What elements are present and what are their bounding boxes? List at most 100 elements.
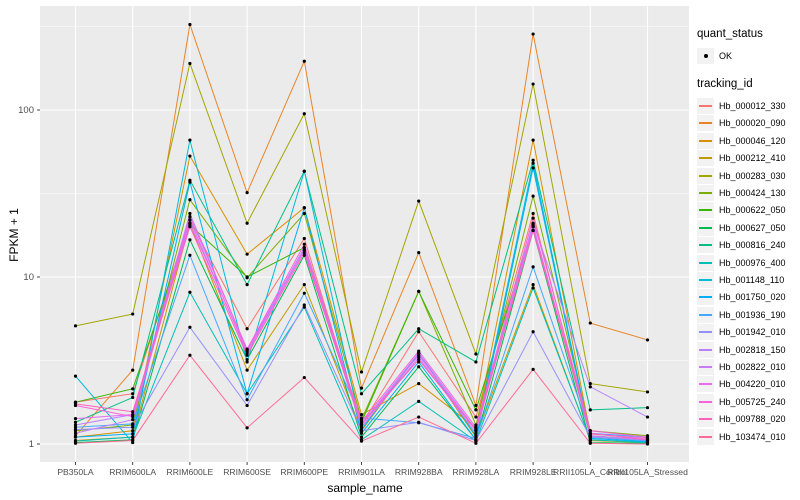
data-point: [359, 370, 364, 374]
data-point: [645, 390, 650, 394]
x-tick-label: RRIM600PE: [280, 467, 328, 477]
data-point: [245, 327, 249, 331]
data-point: [417, 365, 421, 369]
data-point: [73, 431, 78, 435]
data-point: [531, 158, 535, 162]
legend-key-box: [697, 47, 714, 64]
legend-item-label: Hb_002818_150: [719, 344, 786, 355]
data-point: [302, 375, 306, 380]
data-point: [588, 321, 592, 325]
data-point: [245, 275, 249, 279]
data-point: [359, 416, 364, 420]
legend-key-box: [697, 237, 714, 254]
x-tick-label: RRIM928BA: [395, 467, 443, 477]
data-point: [188, 198, 192, 202]
legend-item-Hb_000424_130: Hb_000424_130: [697, 184, 797, 202]
legend-key-box: [697, 376, 714, 393]
legend-tracking-id-items: Hb_000012_330 Hb_000020_090 Hb_000046_120 H…: [697, 97, 797, 445]
data-point: [245, 191, 249, 195]
data-point: [245, 360, 249, 364]
data-point: [188, 180, 192, 184]
legend-line-swatch: [699, 244, 712, 247]
y-axis-title: FPKM + 1: [7, 208, 21, 262]
data-point: [245, 392, 249, 396]
data-point: [188, 154, 192, 158]
legend-key-box: [697, 271, 714, 288]
data-point: [73, 423, 78, 427]
x-axis-title: sample_name: [327, 481, 403, 495]
data-point: [73, 402, 78, 406]
data-point: [131, 395, 135, 400]
legend-key-box: [697, 115, 714, 132]
legend-line-swatch: [699, 278, 712, 281]
data-point: [245, 353, 249, 357]
x-tick-label: RRIM600LE: [166, 467, 213, 477]
legend-line-swatch: [699, 105, 712, 108]
legend-key-box: [697, 306, 714, 323]
data-point: [245, 358, 249, 362]
data-point: [73, 324, 78, 328]
data-point: [645, 435, 650, 439]
data-point: [531, 330, 535, 334]
data-point: [188, 214, 192, 219]
legend: quant_status OK tracking_id Hb_000012_33…: [697, 28, 797, 445]
legend-item-Hb_004220_010: Hb_004220_010: [697, 376, 797, 393]
data-point: [131, 425, 135, 429]
y-tick-label: 1: [29, 439, 34, 450]
data-point: [188, 218, 192, 222]
data-point: [73, 425, 78, 429]
legend-item-Hb_009788_020: Hb_009788_020: [697, 410, 797, 428]
data-point: [302, 169, 306, 173]
data-point: [359, 386, 364, 390]
legend-line-swatch: [699, 418, 712, 421]
data-point: [359, 439, 364, 443]
data-point: [531, 367, 535, 371]
data-point: [131, 392, 135, 396]
data-point: [245, 368, 249, 372]
legend-item-label: Hb_000816_240: [719, 240, 786, 251]
data-point: [531, 138, 535, 142]
data-point: [302, 211, 306, 216]
x-tick-label: RRIM928LA: [452, 467, 499, 477]
data-point: [474, 415, 478, 419]
legend-title-quant-status: quant_status: [697, 28, 763, 40]
legend-key-box: [697, 393, 714, 410]
data-point: [73, 374, 78, 378]
data-point: [131, 435, 135, 439]
legend-item-Hb_000627_050: Hb_000627_050: [697, 219, 797, 236]
data-point: [188, 138, 192, 142]
data-point: [417, 330, 421, 334]
data-point: [188, 211, 192, 216]
legend-key-box: [697, 202, 714, 219]
x-tick-label: RRIM600SE: [223, 467, 271, 477]
data-point: [531, 265, 535, 269]
data-point: [531, 161, 535, 165]
legend-key-box: [697, 98, 714, 115]
data-point: [131, 387, 135, 391]
legend-line-swatch: [699, 157, 712, 160]
data-point: [73, 416, 78, 421]
data-point: [474, 434, 478, 438]
data-point: [245, 221, 249, 225]
data-point: [131, 368, 135, 372]
legend-title-tracking-id: tracking_id: [697, 78, 753, 91]
data-point: [359, 392, 364, 396]
data-point: [588, 408, 592, 412]
data-point: [588, 381, 592, 386]
data-point: [531, 286, 535, 290]
legend-item-Hb_000020_090: Hb_000020_090: [697, 115, 797, 132]
legend-line-swatch: [699, 296, 712, 299]
x-tick-label: RRII105LA_Stressed: [607, 467, 688, 477]
data-point: [359, 412, 364, 417]
data-point: [359, 435, 364, 439]
legend-item-Hb_000046_120: Hb_000046_120: [697, 132, 797, 149]
data-point: [417, 415, 421, 419]
data-point: [302, 283, 306, 287]
data-point: [474, 441, 478, 445]
legend-item-label: Hb_009788_020: [719, 414, 786, 425]
legend-item-Hb_001148_110: Hb_001148_110: [697, 271, 797, 288]
legend-item-Hb_000976_400: Hb_000976_400: [697, 254, 797, 271]
data-point: [188, 221, 192, 225]
legend-item-label: Hb_000424_130: [719, 188, 786, 199]
data-point: [302, 253, 306, 257]
